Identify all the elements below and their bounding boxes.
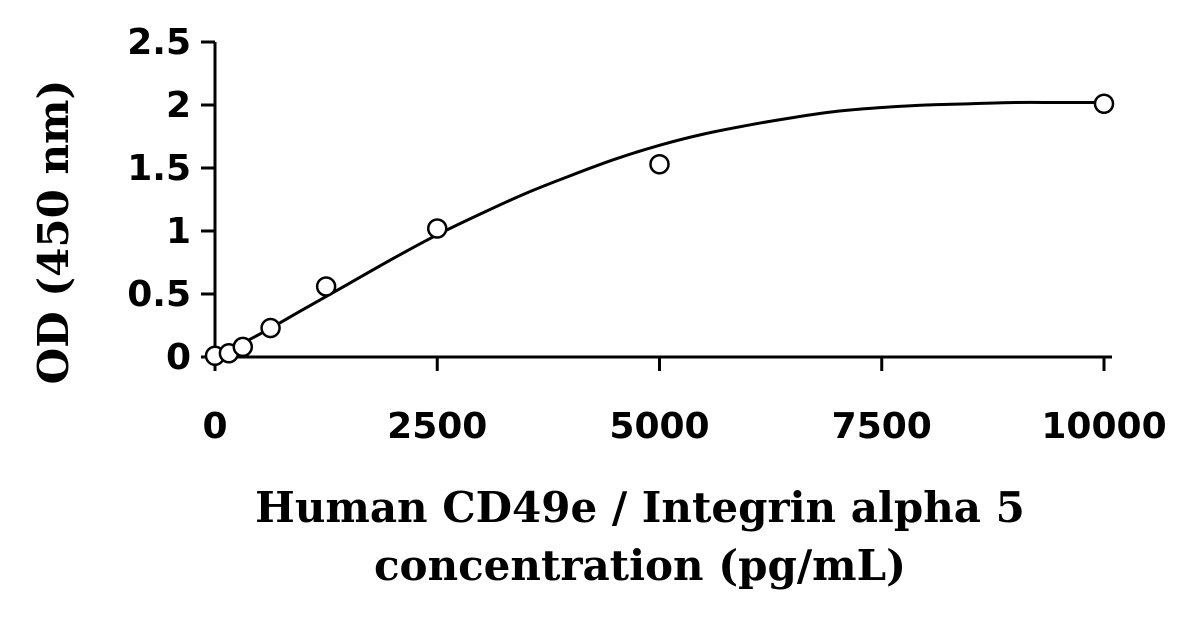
x-tick-label: 5000 [609, 406, 709, 447]
y-tick-label: 2 [166, 85, 191, 126]
y-ticks: 0 0.5 1 1.5 2 2.5 [127, 22, 215, 378]
data-point [427, 218, 448, 239]
y-tick-label: 2.5 [127, 22, 191, 63]
x-tick-label: 2500 [387, 406, 487, 447]
fit-curve-line [214, 100, 1104, 359]
y-tick-label: 1 [166, 211, 191, 252]
data-point [649, 153, 670, 175]
axes [213, 42, 1112, 371]
x-axis-title-line-2: concentration (pg/mL) [374, 541, 906, 590]
x-tick-label: 10000 [1041, 406, 1166, 447]
x-ticks: 0 2500 5000 7500 10000 [202, 357, 1167, 447]
data-point [232, 336, 254, 358]
data-point [1093, 93, 1115, 114]
data-points [204, 93, 1115, 366]
x-tick-label: 0 [202, 406, 227, 447]
data-point [260, 317, 281, 339]
data-point [315, 276, 337, 297]
y-axis-title: OD (450 nm) [29, 80, 78, 385]
y-tick-label: 0 [166, 337, 191, 378]
x-axis-title-line-1: Human CD49e / Integrin alpha 5 [255, 483, 1025, 532]
y-tick-label: 1.5 [127, 148, 191, 189]
y-tick-label: 0.5 [127, 274, 191, 315]
x-tick-label: 7500 [832, 406, 932, 447]
